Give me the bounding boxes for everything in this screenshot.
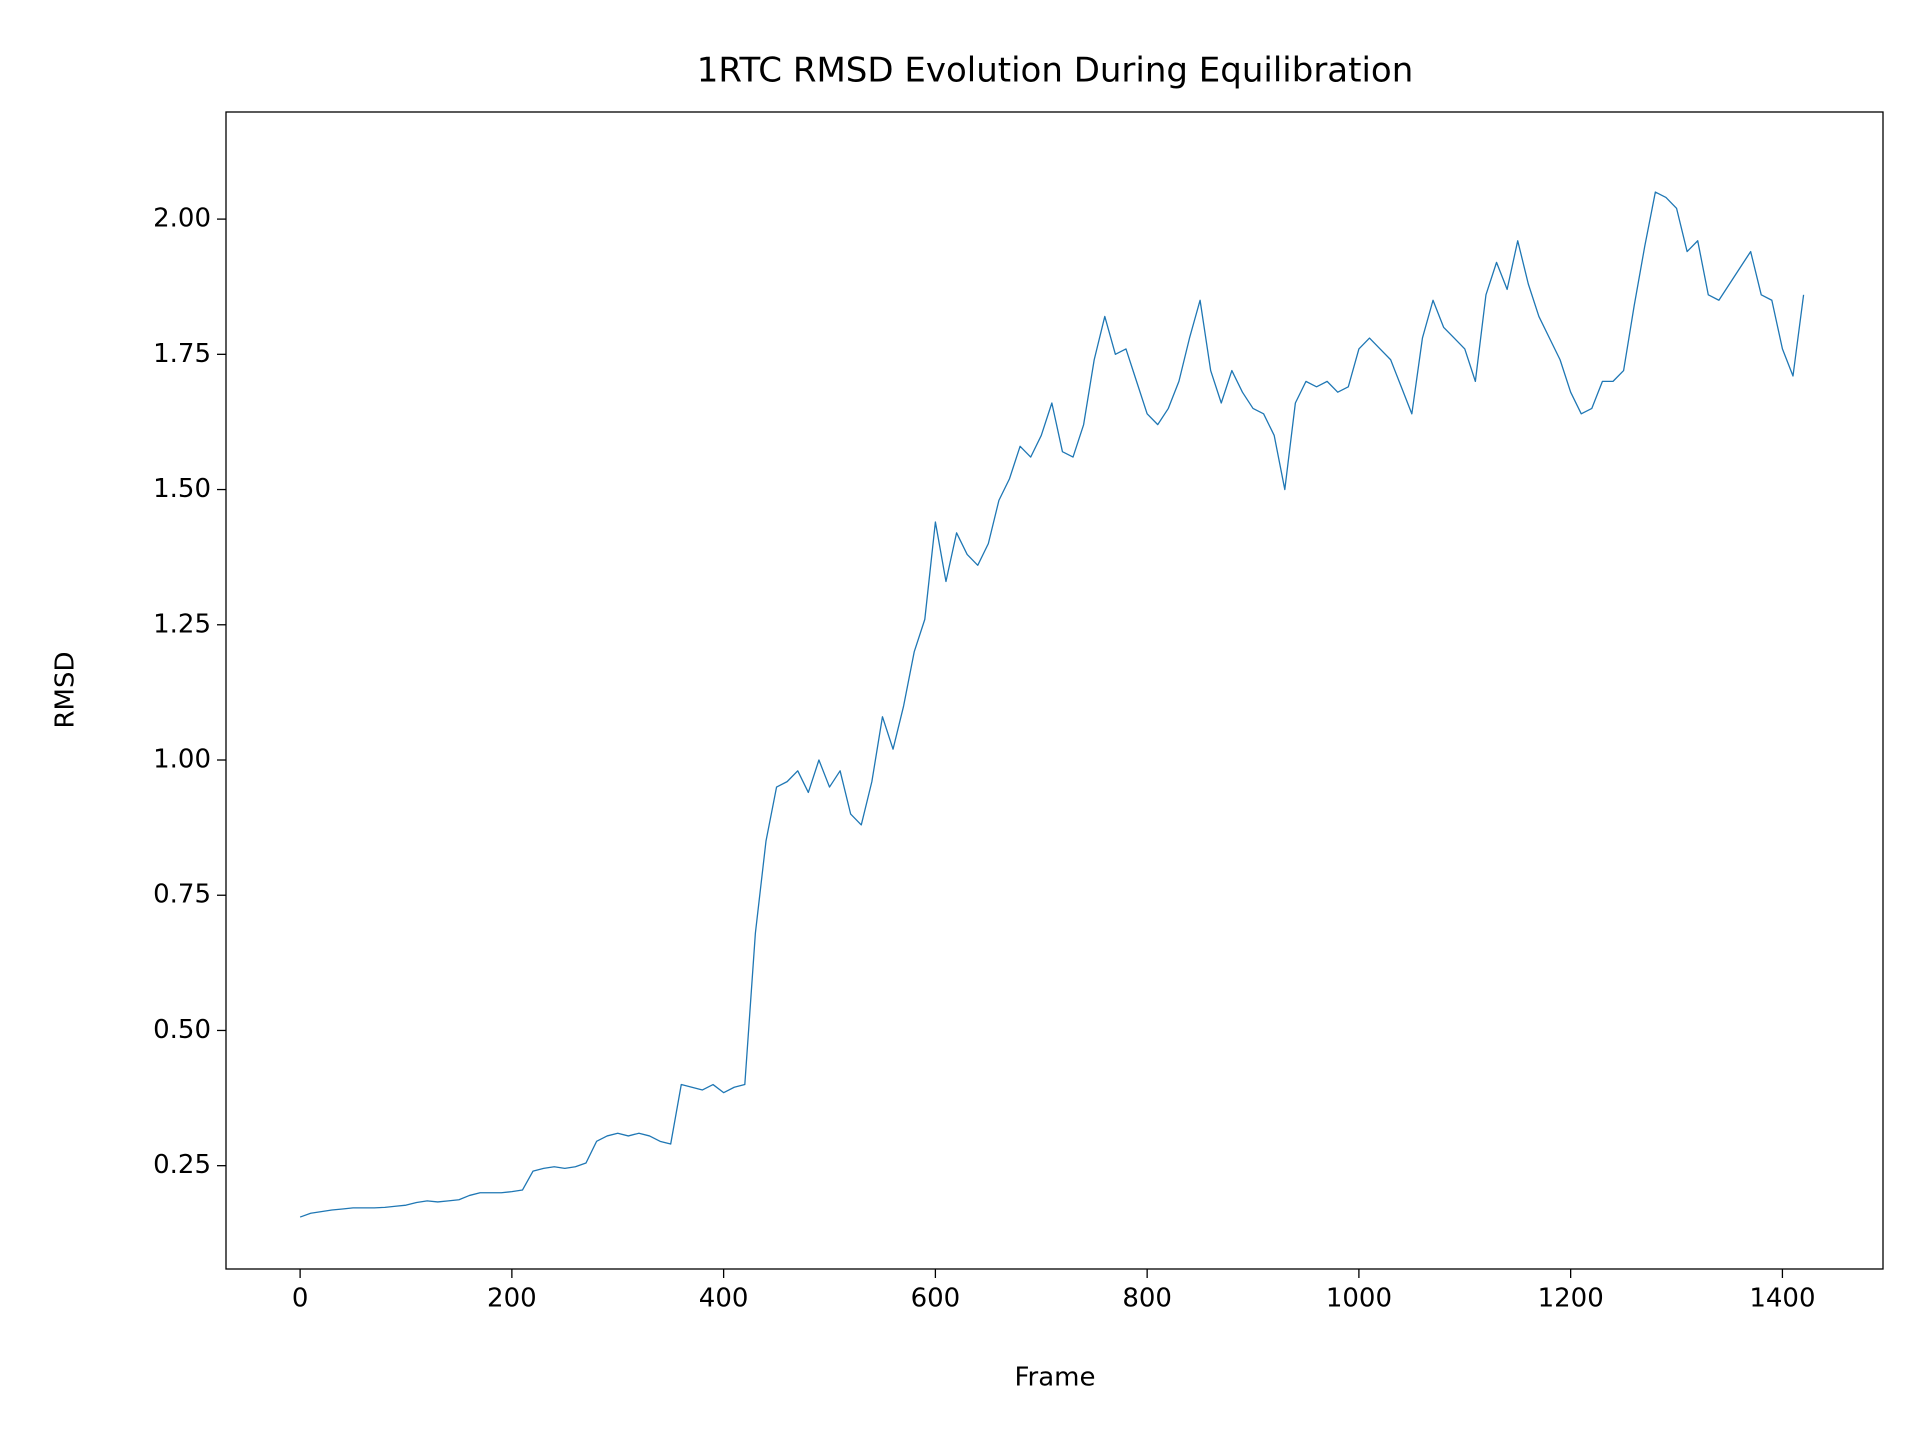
y-tick-label: 1.50 — [153, 474, 211, 504]
y-tick-label: 0.25 — [153, 1150, 211, 1180]
y-tick-label: 0.50 — [153, 1015, 211, 1045]
y-tick-label: 2.00 — [153, 204, 211, 234]
x-tick-label: 200 — [487, 1284, 537, 1314]
chart-title: 1RTC RMSD Evolution During Equilibration — [697, 51, 1414, 91]
x-tick-label: 0 — [292, 1284, 309, 1314]
x-tick-label: 800 — [1122, 1284, 1172, 1314]
y-tick-label: 0.75 — [153, 880, 211, 910]
y-tick-label: 1.00 — [153, 745, 211, 775]
x-axis-label: Frame — [1014, 1363, 1095, 1393]
x-tick-label: 1400 — [1749, 1284, 1815, 1314]
y-tick-label: 1.75 — [153, 339, 211, 369]
x-tick-label: 400 — [699, 1284, 749, 1314]
y-tick-label: 1.25 — [153, 609, 211, 639]
data-line — [299, 191, 1805, 1218]
x-tick-label: 1200 — [1538, 1284, 1604, 1314]
x-tick-label: 600 — [911, 1284, 961, 1314]
x-tick-label: 1000 — [1326, 1284, 1392, 1314]
plot-frame — [225, 111, 1884, 1270]
y-axis-label: RMSD — [51, 651, 81, 728]
